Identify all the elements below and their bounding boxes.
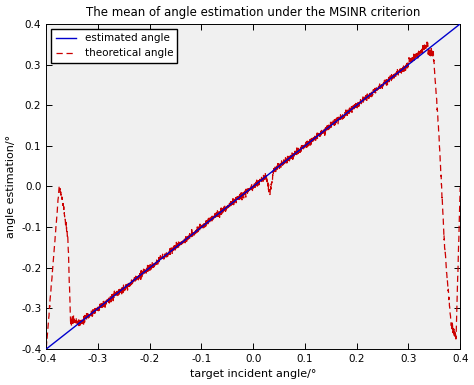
theoretical angle [202,222,208,227]
theoretical angle [405,64,410,69]
theoretical angle [457,185,463,190]
estimated angle [44,347,49,352]
estimated angle [91,310,96,314]
estimated angle [115,290,121,295]
Line: estimated angle: estimated angle [46,24,460,349]
estimated angle [449,28,455,33]
Y-axis label: angle estimation/°: angle estimation/° [6,135,16,238]
estimated angle [202,222,208,227]
estimated angle [405,63,410,68]
Title: The mean of angle estimation under the MSINR criterion: The mean of angle estimation under the M… [86,5,420,18]
theoretical angle [91,311,96,315]
theoretical angle [449,326,455,331]
theoretical angle [424,40,430,44]
estimated angle [457,22,463,26]
Legend: estimated angle, theoretical angle: estimated angle, theoretical angle [52,29,177,63]
theoretical angle [115,291,121,295]
estimated angle [220,208,226,213]
theoretical angle [220,208,226,213]
theoretical angle [44,345,49,350]
Line: theoretical angle: theoretical angle [46,42,460,348]
X-axis label: target incident angle/°: target incident angle/° [190,370,317,380]
